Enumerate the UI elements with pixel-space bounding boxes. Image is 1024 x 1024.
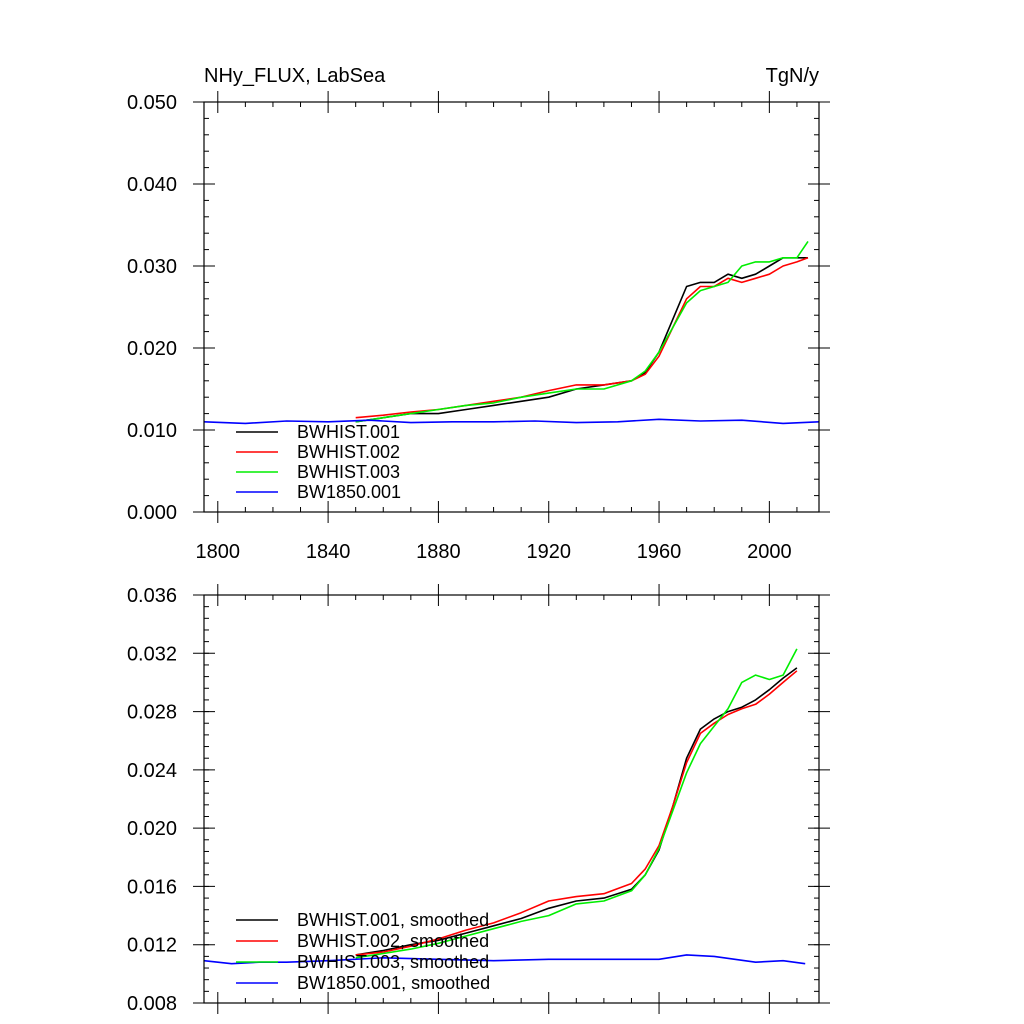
series-group	[203, 240, 820, 425]
y-tick-label: 0.050	[127, 92, 177, 114]
x-tick-label: 1880	[416, 541, 461, 563]
y-tick-label: 0.036	[127, 585, 177, 607]
legend-label: BWHIST.002, smoothed	[297, 931, 489, 951]
y-tick-label: 0.012	[127, 935, 177, 957]
y-tick-label: 0.024	[127, 760, 177, 782]
x-tick-label: 1840	[306, 541, 351, 563]
x-tick-label: 2000	[747, 541, 792, 563]
legend-label: BWHIST.001	[297, 422, 400, 442]
y-tick-label: 0.008	[127, 993, 177, 1015]
series-line-1	[355, 257, 809, 419]
x-tick-label: 1800	[196, 541, 241, 563]
series-line-3	[203, 954, 806, 965]
series-line-1	[355, 670, 798, 956]
top-panel: NHy_FLUX, LabSea TgN/y 0.0000.0100.0200.…	[127, 65, 830, 563]
chart-title-right: TgN/y	[766, 65, 819, 87]
y-tick-label: 0.000	[127, 502, 177, 524]
y-tick-label: 0.016	[127, 876, 177, 898]
legend-label: BW1850.001	[297, 482, 401, 502]
legend-label: BWHIST.002	[297, 442, 400, 462]
legend-label: BW1850.001, smoothed	[297, 973, 490, 993]
series-line-3	[203, 418, 820, 425]
series-line-2	[355, 240, 809, 423]
series-group	[203, 648, 806, 965]
axes-group: 0.008 0.012 0.016 0.020 0.024 0.028 0.032 0.036	[127, 584, 830, 1015]
y-tick-label: 0.010	[127, 420, 177, 442]
y-tick-label: 0.040	[127, 174, 177, 196]
series-line-2	[355, 648, 798, 959]
y-tick-label: 0.028	[127, 702, 177, 724]
y-tick-label: 0.030	[127, 256, 177, 278]
x-tick-label: 1920	[526, 541, 571, 563]
plot-frame	[203, 101, 820, 513]
plot-frame	[203, 594, 820, 1004]
legend-label: BWHIST.001, smoothed	[297, 910, 489, 930]
y-tick-label: 0.020	[127, 818, 177, 840]
legend-label: BWHIST.003	[297, 462, 400, 482]
legend-label: BWHIST.003, smoothed	[297, 952, 489, 972]
axes-group: 0.000 0.010 0.020 0.030 0.040 0.050 1800 1840 18…	[127, 91, 830, 563]
x-tick-label: 1960	[637, 541, 682, 563]
y-tick-label: 0.032	[127, 643, 177, 665]
bottom-panel: 0.008 0.012 0.016 0.020 0.024 0.028 0.032 0.036…	[127, 584, 830, 1015]
chart-title-left: NHy_FLUX, LabSea	[204, 65, 386, 87]
y-tick-label: 0.020	[127, 338, 177, 360]
